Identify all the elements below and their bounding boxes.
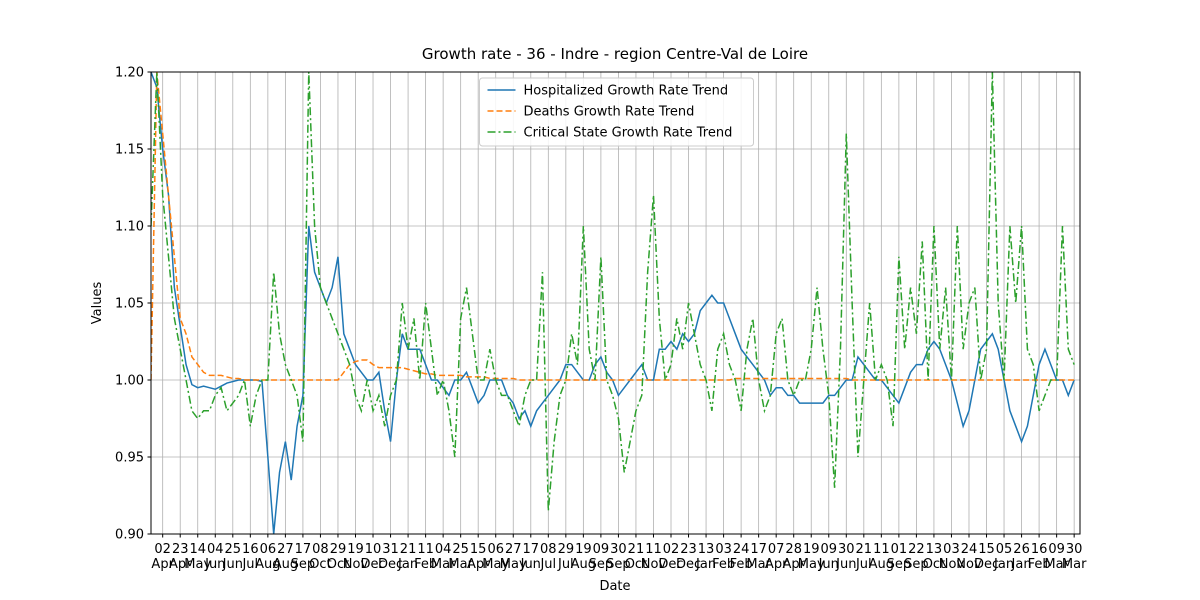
- x-tick-label: 08 Jul: [539, 542, 556, 572]
- x-tick-label: 02 Apr: [151, 542, 174, 572]
- x-tick-label: 19 Aug: [571, 542, 596, 572]
- x-tick-label: 04 Jun: [204, 542, 225, 572]
- x-tick-label: 03 Nov: [939, 542, 965, 572]
- x-tick-label: 25 Jun: [222, 542, 243, 572]
- legend: Hospitalized Growth Rate Trend Deaths Gro…: [479, 77, 754, 147]
- legend-label: Critical State Growth Rate Trend: [524, 126, 733, 141]
- x-tick-label: 15 Dec: [974, 542, 999, 572]
- x-tick-label: 21 Jan: [397, 542, 418, 572]
- y-tick-label: 0.95: [115, 451, 144, 466]
- x-tick-label: 10 Dec: [360, 542, 385, 572]
- x-tick-label: 26 Jan: [1011, 542, 1032, 572]
- x-tick-label: 08 Oct: [309, 542, 331, 572]
- x-tick-label: 14 May: [184, 542, 211, 572]
- x-tick-label: 27 Aug: [273, 542, 298, 572]
- x-tick-label: 28 Apr: [782, 542, 805, 572]
- chart-title: Growth rate - 36 - Indre - region Centre…: [422, 45, 808, 63]
- x-tick-label: 19 May: [798, 542, 825, 572]
- x-tick-label: 09 Mar: [1044, 542, 1069, 572]
- x-tick-label: 05 Jan: [993, 542, 1014, 572]
- grid: [151, 71, 1080, 535]
- y-tick-label: 0.90: [115, 528, 144, 543]
- x-tick-label: 07 Apr: [765, 542, 788, 572]
- x-tick-label: 01 Sep: [887, 542, 912, 572]
- x-tick-label: 06 Aug: [255, 542, 280, 572]
- x-tick-label: 06 May: [482, 542, 509, 572]
- series-line: [151, 72, 1075, 511]
- x-tick-label: 13 Oct: [923, 542, 945, 572]
- plot-lines: [151, 72, 1075, 534]
- x-tick-label: 09 Jun: [818, 542, 839, 572]
- legend-label: Deaths Growth Rate Trend: [524, 105, 695, 120]
- x-tick-label: 17 Sep: [291, 542, 316, 572]
- x-tick-label: 09 Sep: [589, 542, 614, 572]
- x-tick-label: 21 Oct: [625, 542, 647, 572]
- x-tick-label: 23 Apr: [169, 542, 192, 572]
- x-tick-label: 04 Mar: [431, 542, 456, 572]
- x-tick-label: 22 Sep: [904, 542, 929, 572]
- x-tick-label: 13 Jan: [695, 542, 716, 572]
- legend-box: [479, 77, 754, 147]
- x-tick-label: 27 May: [500, 542, 527, 572]
- x-tick-label: 11 Nov: [641, 542, 667, 572]
- x-tick-label: 30 Sep: [606, 542, 631, 572]
- x-tick-label: 31 Dec: [378, 542, 403, 572]
- x-tick-label: 17 Jun: [520, 542, 541, 572]
- y-tick-label: 1.10: [115, 220, 144, 235]
- series-line: [151, 72, 1075, 381]
- x-tick-label: 16 Jul: [241, 542, 258, 572]
- y-tick-label: 1.00: [115, 374, 144, 389]
- x-tick-label: 25 Mar: [448, 542, 473, 572]
- x-tick-label: 11 Aug: [869, 542, 894, 572]
- x-tick-label: 29 Oct: [327, 542, 349, 572]
- x-tick-label: 11 Feb: [414, 542, 437, 572]
- x-tick-label: 21 Jul: [855, 542, 872, 572]
- x-tick-label: 30 Mar: [1062, 542, 1087, 572]
- legend-label: Hospitalized Growth Rate Trend: [524, 84, 729, 99]
- x-tick-label: 15 Apr: [467, 542, 490, 572]
- x-tick-label: 24 Feb: [730, 542, 753, 572]
- x-axis-label: Date: [599, 579, 630, 594]
- x-tick-label: 17 Mar: [746, 542, 771, 572]
- x-tick-label: 23 Dec: [676, 542, 701, 572]
- x-tick-label: 16 Feb: [1028, 542, 1051, 572]
- y-axis-label: Values: [90, 282, 105, 325]
- y-tick-label: 1.05: [115, 297, 144, 312]
- x-tick-label: 29 Jul: [557, 542, 574, 572]
- y-tick-label: 1.15: [115, 143, 144, 158]
- x-tick-label: 19 Nov: [343, 542, 369, 572]
- x-tick-label: 24 Nov: [956, 542, 982, 572]
- x-tick-label: 03 Feb: [712, 542, 735, 572]
- x-tick-label: 30 Jun: [835, 542, 856, 572]
- x-tick-label: 02 Dec: [658, 542, 683, 572]
- y-tick-label: 1.20: [115, 66, 144, 81]
